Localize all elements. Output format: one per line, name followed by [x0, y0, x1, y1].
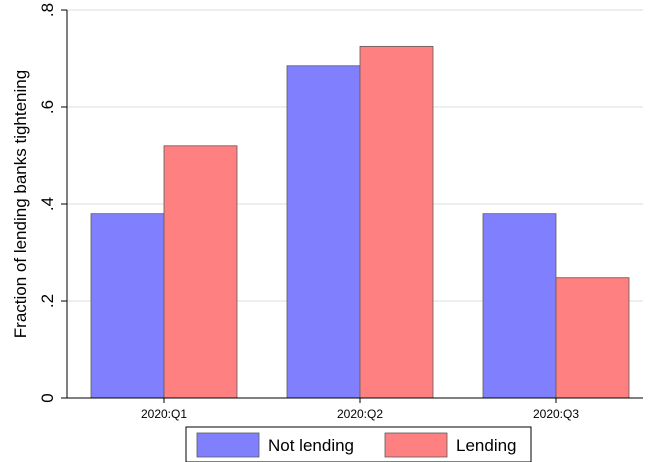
- x-category-label: 2020:Q3: [533, 407, 579, 421]
- legend-swatch-not-lending: [196, 432, 260, 458]
- bar-lending-3: [555, 277, 630, 399]
- legend-label: Lending: [456, 436, 517, 455]
- legend: Not lending Lending: [185, 426, 532, 462]
- legend-swatch-lending: [384, 432, 448, 458]
- bar-lending-1: [163, 145, 238, 399]
- x-category-labels: 2020:Q1 2020:Q2 2020:Q3: [141, 398, 579, 421]
- y-tick-label: .8: [38, 3, 57, 17]
- bar-not-lending-1: [90, 213, 165, 399]
- bar-lending-2: [359, 45, 434, 399]
- x-category-label: 2020:Q2: [337, 407, 383, 421]
- bar-not-lending-3: [482, 213, 557, 399]
- y-tick-label: .6: [38, 100, 57, 114]
- y-tick-label: .4: [38, 197, 57, 211]
- legend-label: Not lending: [268, 436, 354, 455]
- y-axis-title: Fraction of lending banks tightening: [11, 70, 30, 338]
- y-ticks: 0 .2 .4 .6 .8: [38, 3, 67, 403]
- y-tick-label: .2: [38, 294, 57, 308]
- x-category-label: 2020:Q1: [141, 407, 187, 421]
- y-tick-label: 0: [38, 393, 57, 402]
- bar-not-lending-2: [286, 65, 361, 399]
- bars: [90, 45, 630, 399]
